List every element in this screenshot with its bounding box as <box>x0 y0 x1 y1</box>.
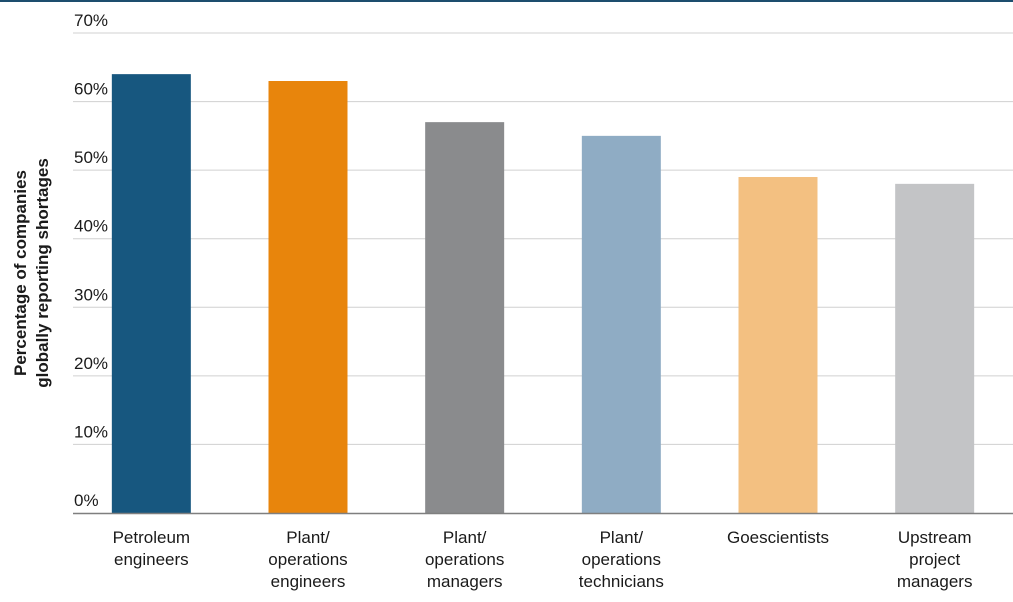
y-tick-label: 60% <box>74 80 108 99</box>
y-tick-labels: 0% 10% 20% 30% 40% 50% 60% 70% <box>74 11 108 510</box>
y-axis-title: Percentage of companies globally reportin… <box>11 158 52 388</box>
bar <box>112 74 191 513</box>
y-tick-label: 50% <box>74 148 108 167</box>
y-tick-label: 30% <box>74 285 108 304</box>
x-category-label: Plant/operations engineers <box>268 528 347 591</box>
bar <box>582 136 661 513</box>
x-category-label: Upstream project managers <box>897 528 973 591</box>
y-tick-label: 40% <box>74 217 108 236</box>
bar <box>895 184 974 513</box>
bar <box>425 122 504 513</box>
bar <box>269 81 348 513</box>
category-labels: Petroleum engineers Plant/operations engine… <box>113 528 973 591</box>
y-tick-label: 10% <box>74 422 108 441</box>
y-tick-label: 0% <box>74 491 99 510</box>
x-category-label: Petroleum engineers <box>113 528 190 569</box>
y-tick-label: 70% <box>74 11 108 30</box>
y-tick-label: 20% <box>74 354 108 373</box>
gridlines <box>73 33 1013 444</box>
x-category-label: Plant/operations technicians <box>579 528 664 591</box>
bars <box>112 74 974 513</box>
x-category-label: Goescientists <box>727 528 829 547</box>
chart-top-rule <box>0 0 1013 2</box>
x-category-label: Plant/operations managers <box>425 528 504 591</box>
bar <box>739 177 818 513</box>
